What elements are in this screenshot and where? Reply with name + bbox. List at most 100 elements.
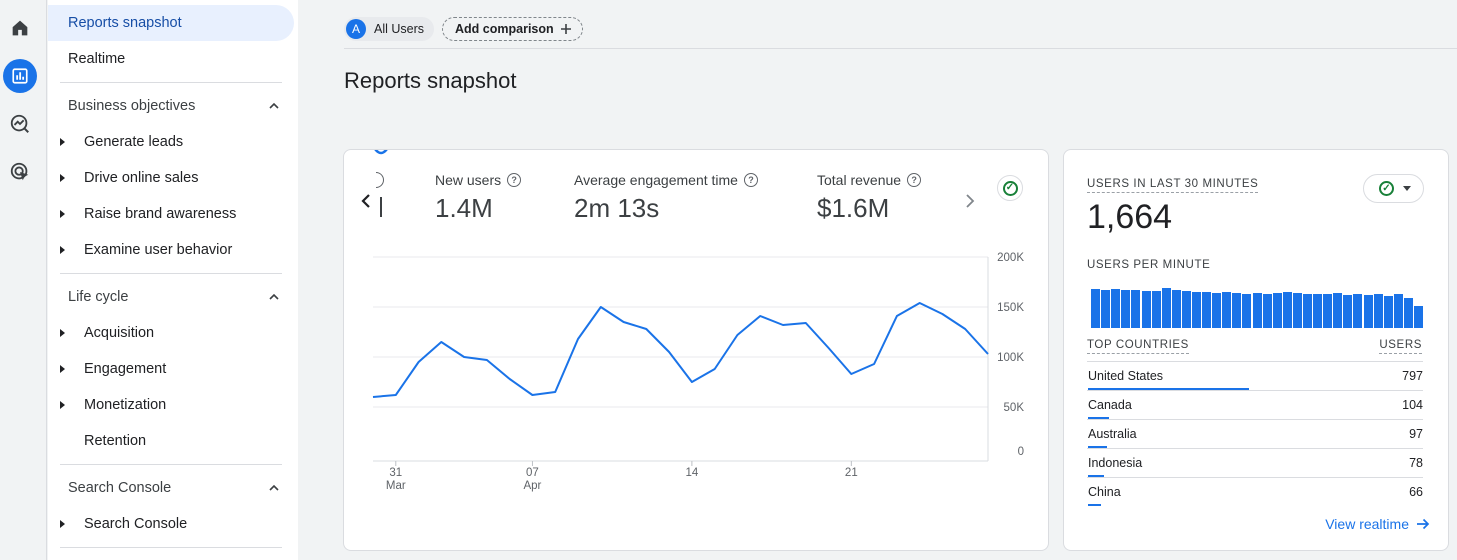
x-tick-label: 07	[526, 467, 539, 479]
minute-bar	[1242, 293, 1252, 328]
minute-bar	[1292, 292, 1302, 328]
country-name: United States	[1088, 369, 1164, 383]
caret-right-icon	[60, 138, 65, 146]
minute-bar	[1373, 294, 1383, 328]
minute-bar	[1383, 296, 1393, 328]
minute-bar	[1363, 295, 1373, 328]
segment-chip-all-users[interactable]: A All Users	[344, 17, 435, 41]
country-row: China 66	[1087, 477, 1423, 506]
section-life-cycle[interactable]: Life cycle	[48, 279, 294, 315]
reports-icon[interactable]	[3, 59, 37, 93]
metric-value: 2m 13s	[574, 193, 660, 223]
minute-bar	[1111, 289, 1121, 328]
overview-card: New users? 1.4M Average engagement time?…	[343, 149, 1049, 551]
sidebar-item-label: Monetization	[84, 397, 167, 413]
metric-new-users[interactable]: New users? 1.4M	[435, 172, 522, 224]
section-business-objectives[interactable]: Business objectives	[48, 88, 294, 124]
data-quality-check-button[interactable]: ✓	[997, 175, 1023, 201]
series-line	[372, 302, 989, 398]
sidebar-item-realtime[interactable]: Realtime	[48, 41, 294, 77]
chevron-right-icon[interactable]	[960, 190, 980, 212]
section-search-console[interactable]: Search Console	[48, 470, 294, 506]
sidebar-item-engagement[interactable]: Engagement	[48, 351, 294, 387]
sidebar-item-label: Raise brand awareness	[84, 206, 237, 222]
country-users: 66	[1409, 485, 1423, 499]
card-fragment	[374, 150, 388, 155]
divider	[60, 273, 282, 274]
divider	[60, 547, 282, 548]
country-share-bar	[1088, 417, 1109, 419]
add-comparison-label: Add comparison	[455, 22, 554, 36]
help-icon[interactable]: ?	[507, 173, 522, 187]
minute-bar	[1343, 295, 1353, 328]
sidebar-item-search-console[interactable]: Search Console	[48, 506, 294, 542]
x-tick-label: Mar	[386, 480, 406, 492]
country-name: Indonesia	[1088, 456, 1143, 470]
realtime-options-button[interactable]: ✓	[1363, 174, 1424, 203]
metric-value: $1.6M	[817, 193, 890, 223]
sidebar-item-label: Engagement	[84, 361, 167, 377]
caret-down-icon	[1403, 186, 1411, 191]
caret-right-icon	[60, 329, 65, 337]
home-icon[interactable]	[3, 11, 37, 45]
country-share-bar	[1088, 504, 1101, 506]
minute-bar	[1313, 293, 1323, 328]
sidebar-item-drive-online-sales[interactable]: Drive online sales	[48, 160, 294, 196]
explore-icon[interactable]	[3, 107, 37, 141]
arrow-right-icon	[1417, 518, 1430, 530]
country-row: Canada 104	[1087, 390, 1423, 419]
divider	[60, 82, 282, 83]
minute-bar	[1181, 291, 1191, 328]
chevron-left-icon[interactable]	[354, 190, 378, 212]
minute-bar	[1413, 306, 1423, 328]
minute-bar	[1272, 292, 1282, 328]
country-name: Canada	[1088, 398, 1132, 412]
cut-off-value	[380, 197, 382, 217]
help-icon[interactable]: ?	[743, 173, 758, 187]
view-realtime-link[interactable]: View realtime	[1325, 516, 1430, 532]
country-users: 78	[1409, 456, 1423, 470]
metric-average-engagement-time[interactable]: Average engagement time? 2m 13s	[574, 172, 758, 224]
minute-bar	[1171, 290, 1181, 328]
sidebar-item-label: Reports snapshot	[68, 15, 182, 31]
minute-bar	[1353, 294, 1363, 328]
minute-bar	[1302, 293, 1312, 328]
country-row: Australia 97	[1087, 419, 1423, 448]
section-title: Search Console	[68, 480, 172, 496]
sidebar-item-examine-user-behavior[interactable]: Examine user behavior	[48, 232, 294, 268]
sidebar-item-retention[interactable]: Retention	[48, 423, 294, 459]
minute-bar	[1282, 291, 1292, 328]
add-comparison-button[interactable]: Add comparison	[442, 17, 583, 41]
sidebar-item-reports-snapshot[interactable]: Reports snapshot	[48, 5, 294, 41]
y-tick-label: 0	[1018, 446, 1024, 458]
caret-right-icon	[60, 246, 65, 254]
sidebar-item-label: Acquisition	[84, 325, 155, 341]
chevron-up-icon	[269, 293, 279, 300]
sidebar-item-label: Retention	[84, 433, 147, 449]
minute-bar	[1101, 290, 1111, 328]
country-share-bar	[1088, 388, 1249, 390]
section-title: Life cycle	[68, 289, 129, 305]
sidebar-item-monetization[interactable]: Monetization	[48, 387, 294, 423]
sidebar-item-generate-leads[interactable]: Generate leads	[48, 124, 294, 160]
advertising-icon[interactable]	[3, 155, 37, 189]
minute-bar	[1222, 291, 1232, 328]
segment-avatar: A	[346, 19, 366, 39]
minute-bar	[1151, 291, 1161, 328]
sidebar-item-label: Generate leads	[84, 134, 184, 150]
x-tick-label: Apr	[523, 480, 541, 492]
country-users: 797	[1402, 369, 1423, 383]
minute-bar	[1333, 292, 1343, 328]
metric-total-revenue[interactable]: Total revenue? $1.6M	[817, 172, 922, 224]
minute-bar	[1403, 297, 1413, 328]
help-icon[interactable]: ?	[907, 173, 922, 187]
sidebar-item-acquisition[interactable]: Acquisition	[48, 315, 294, 351]
sidebar-item-raise-brand-awareness[interactable]: Raise brand awareness	[48, 196, 294, 232]
realtime-card: USERS IN LAST 30 MINUTES 1,664 ✓ USERS P…	[1063, 149, 1449, 551]
y-tick-label: 50K	[1004, 402, 1025, 414]
minute-bar	[1141, 291, 1151, 328]
divider	[344, 48, 1457, 49]
minute-bar	[1121, 290, 1131, 328]
sidebar-item-label: Search Console	[84, 516, 188, 532]
segment-label: All Users	[374, 22, 425, 36]
